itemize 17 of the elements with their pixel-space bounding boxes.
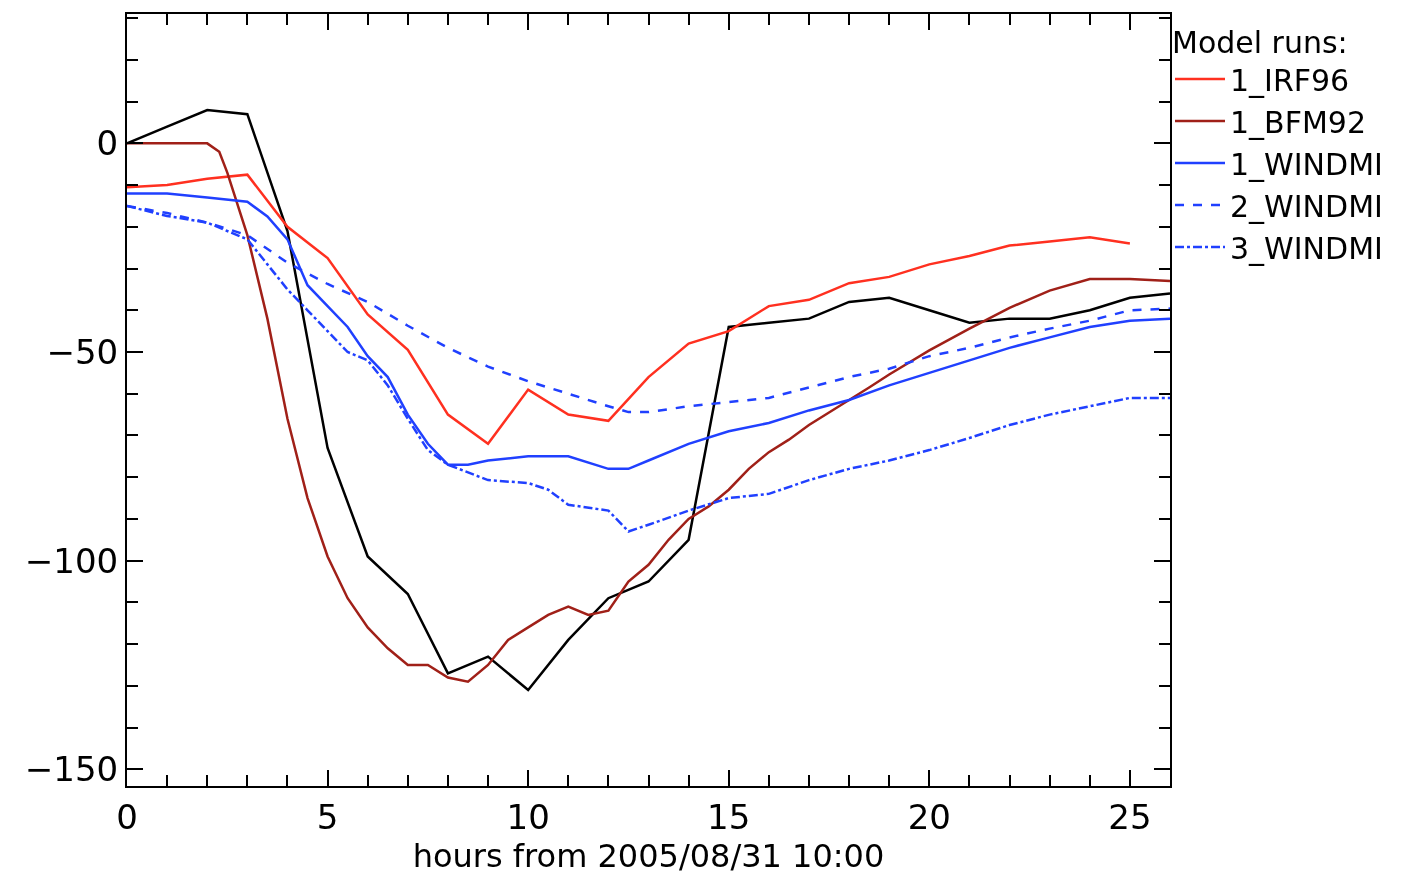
legend-label: 3_WINDMI xyxy=(1230,230,1383,266)
line-series xyxy=(127,173,1132,446)
y-tick-label: −100 xyxy=(24,540,119,581)
legend-label: 1_BFM92 xyxy=(1230,104,1366,140)
x-tick-label: 10 xyxy=(506,796,550,837)
x-axis-title: hours from 2005/08/31 10:00 xyxy=(412,836,885,875)
legend-label: 1_IRF96 xyxy=(1230,62,1350,98)
x-tick-label: 15 xyxy=(707,796,751,837)
x-tick-label: 5 xyxy=(316,796,339,837)
x-tick-label: 20 xyxy=(907,796,951,837)
y-tick-label: 0 xyxy=(96,123,119,164)
x-tick-label: 25 xyxy=(1108,796,1152,837)
legend-label: 1_WINDMI xyxy=(1230,146,1383,182)
y-tick-label: −150 xyxy=(24,749,119,790)
legend-title: Model runs: xyxy=(1172,25,1348,60)
legend-label: 2_WINDMI xyxy=(1230,188,1383,224)
y-tick-label: −50 xyxy=(46,331,119,372)
